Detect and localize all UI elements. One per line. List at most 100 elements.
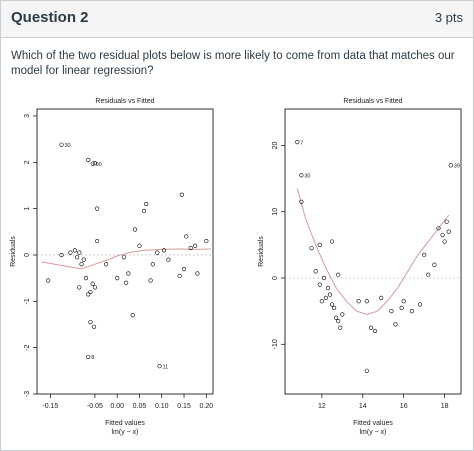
- x-tick-label: 18: [441, 403, 449, 410]
- data-point: [181, 266, 187, 271]
- data-point: [166, 257, 171, 262]
- data-point: [319, 299, 324, 304]
- x-tick-label: 16: [400, 403, 408, 410]
- data-point: [46, 278, 51, 283]
- data-point: [150, 262, 155, 267]
- x-tick-label: 0.15: [177, 403, 191, 410]
- data-point: [399, 305, 404, 310]
- data-point: [368, 325, 374, 330]
- data-point: [72, 248, 77, 253]
- data-point: [329, 302, 335, 307]
- data-point: [90, 281, 95, 286]
- data-point: [95, 206, 100, 211]
- residual-plot-left: Residuals vs Fitted -0.15 -0.05 0.00 0.05 0.1…: [10, 98, 214, 436]
- data-point: [124, 280, 129, 285]
- data-point: [336, 272, 341, 277]
- data-point: [389, 309, 394, 314]
- data-point: [332, 305, 337, 310]
- data-point: [432, 262, 437, 267]
- y-tick-label: -2: [24, 344, 31, 350]
- data-point: [59, 252, 64, 258]
- plot-frame: [36, 108, 214, 395]
- y-tick-label: 3: [24, 114, 31, 118]
- point-label: 8: [91, 355, 94, 361]
- residual-plot-right: Residuals vs Fitted 12 14 16 18 -10 0 10 20 7 30 39…: [258, 98, 462, 436]
- data-point: [59, 142, 64, 147]
- data-point: [77, 285, 82, 290]
- x-axis-label: Fitted values: [105, 420, 145, 427]
- data-point: [440, 232, 445, 238]
- data-point: [393, 322, 398, 327]
- data-point: [426, 272, 431, 277]
- y-tick-label: 10: [272, 208, 279, 216]
- data-point: [161, 248, 167, 253]
- data-point: [317, 282, 322, 287]
- data-point: [323, 295, 329, 300]
- data-point: [86, 157, 91, 163]
- x-tick-label: 0.00: [110, 403, 124, 410]
- y-tick-label: 1: [24, 207, 31, 211]
- data-point: [372, 328, 378, 334]
- data-point: [177, 273, 182, 278]
- data-point: [155, 250, 160, 255]
- question-points: 3 pts: [434, 10, 463, 25]
- data-point: [92, 285, 98, 290]
- data-point: [338, 325, 343, 330]
- data-point: [195, 271, 200, 276]
- point-label: 7: [300, 140, 303, 146]
- data-point: [91, 324, 97, 329]
- y-tick-label: 0: [272, 276, 279, 280]
- data-point: [401, 299, 406, 304]
- data-point: [422, 252, 427, 257]
- data-point: [329, 239, 335, 244]
- data-point: [409, 309, 414, 314]
- data-point: [132, 227, 138, 232]
- data-point: [444, 219, 449, 224]
- plot-frame: [284, 108, 462, 395]
- data-point: [137, 243, 142, 248]
- data-point: [364, 299, 369, 304]
- point-label: 30: [65, 143, 71, 149]
- data-point: [442, 239, 447, 244]
- data-point: [141, 208, 147, 214]
- y-tick-label: -1: [24, 298, 31, 304]
- data-point: [299, 173, 304, 178]
- y-tick-label: -3: [24, 391, 31, 397]
- y-tick-label: 20: [272, 141, 279, 149]
- data-point: [193, 243, 198, 248]
- data-point: [157, 364, 162, 369]
- x-tick-label: 0.10: [155, 403, 169, 410]
- x-tick-label: -0.15: [42, 403, 58, 410]
- data-point: [340, 312, 345, 317]
- data-point: [88, 289, 93, 295]
- data-point: [204, 238, 209, 244]
- data-point: [81, 257, 86, 262]
- x-tick-label: 0.05: [133, 403, 147, 410]
- data-point: [179, 192, 184, 197]
- x-tick-label: -0.05: [87, 403, 103, 410]
- data-point: [86, 292, 91, 297]
- y-tick-label: -10: [272, 339, 279, 349]
- data-point: [448, 163, 453, 168]
- y-axis-label: Residuals: [10, 236, 17, 267]
- data-point: [299, 199, 304, 204]
- question-text: Which of the two residual plots below is…: [11, 50, 455, 77]
- data-point: [95, 238, 100, 244]
- data-point: [295, 140, 300, 145]
- y-tick-label: 0: [24, 253, 31, 257]
- data-point: [126, 271, 131, 276]
- point-label: 30: [304, 173, 310, 179]
- data-point: [334, 315, 339, 320]
- data-point: [327, 292, 333, 297]
- x-tick-label: 14: [359, 403, 367, 410]
- data-point: [325, 285, 331, 291]
- point-label: 90: [96, 162, 102, 168]
- data-point: [90, 161, 95, 166]
- x-tick-label: 0.20: [200, 403, 214, 410]
- data-point: [313, 269, 318, 274]
- point-label: 39: [454, 164, 460, 170]
- data-point: [188, 245, 193, 251]
- chart-title: Residuals vs Fitted: [343, 98, 402, 105]
- data-point: [317, 242, 322, 247]
